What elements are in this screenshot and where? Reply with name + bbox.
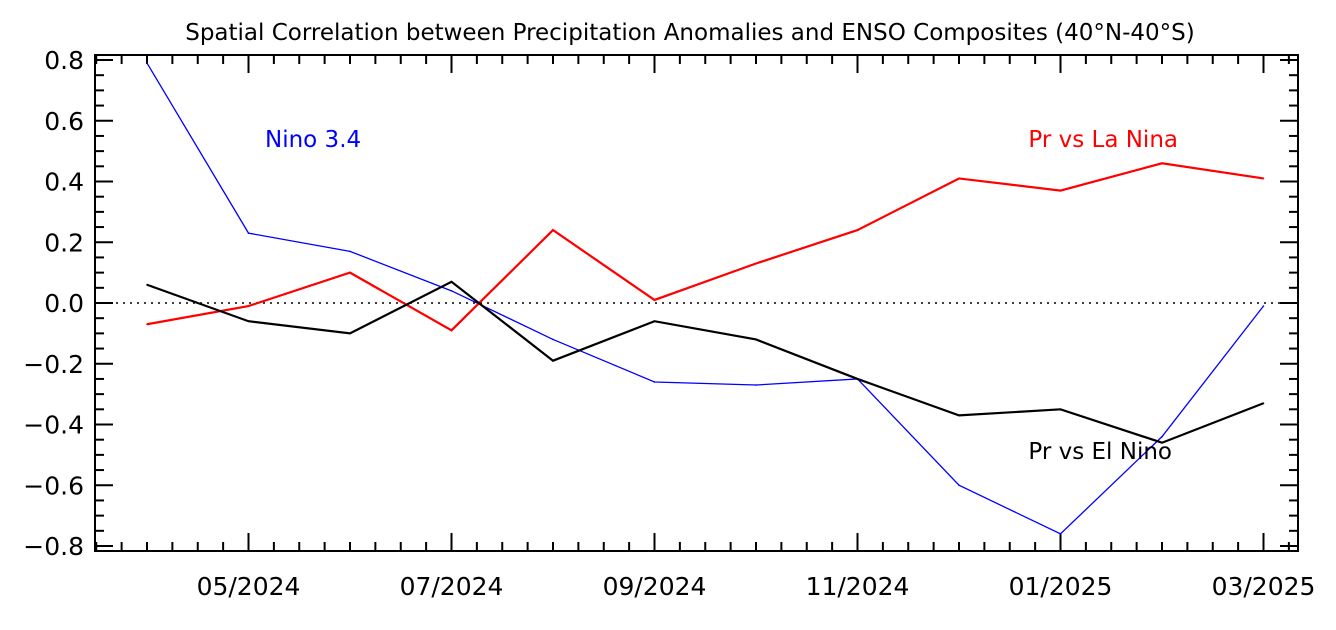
data-point [1262, 402, 1265, 405]
x-tick-label: 09/2024 [603, 572, 707, 601]
data-point [958, 177, 960, 180]
data-point [146, 323, 148, 326]
data-point [1161, 435, 1163, 438]
y-axis-labels: 0.8 0.6 0.4 0.2 0.0 −0.2 −0.4 −0.6 −0.8 [23, 46, 84, 561]
data-point [1262, 305, 1265, 307]
data-point [653, 299, 656, 301]
data-point [552, 229, 554, 231]
y-tick-label: −0.4 [23, 411, 84, 440]
data-point [755, 262, 757, 265]
data-point [1161, 441, 1163, 444]
x-tick-label: 11/2024 [806, 572, 910, 601]
series-labels: Nino 3.4 Pr vs La Nina Pr vs El Nino [265, 127, 1178, 465]
data-point [1262, 177, 1265, 180]
series-layer [146, 62, 1265, 535]
series-label: Nino 3.4 [265, 127, 361, 153]
data-point [552, 359, 554, 362]
y-tick-label: 0.6 [44, 107, 84, 136]
data-point [755, 384, 757, 386]
data-point [755, 338, 757, 341]
data-point [247, 305, 250, 307]
data-point [653, 320, 656, 323]
x-axis-labels: 05/2024 07/2024 09/2024 11/2024 01/2025 03/20… [197, 572, 1316, 601]
data-point [349, 250, 351, 253]
x-tick-label: 01/2025 [1009, 572, 1113, 601]
data-point [958, 484, 960, 487]
data-point [146, 62, 148, 64]
data-point [1059, 533, 1062, 535]
y-tick-label: 0.2 [44, 228, 84, 257]
series-line-1 [146, 162, 1264, 332]
data-point [1059, 408, 1062, 411]
y-tick-label: −0.2 [23, 350, 84, 379]
axis-ticks [95, 55, 1298, 551]
data-point [856, 229, 859, 231]
x-tick-label: 03/2025 [1212, 572, 1316, 601]
series-label: Pr vs La Nina [1028, 127, 1178, 153]
y-tick-label: 0.4 [44, 168, 84, 197]
series-label: Pr vs El Nino [1028, 439, 1172, 465]
data-point [552, 338, 554, 341]
data-point [146, 283, 148, 286]
data-point [247, 320, 250, 323]
data-point [450, 329, 453, 332]
x-tick-label: 05/2024 [197, 572, 301, 601]
data-point [349, 271, 351, 274]
data-point [856, 378, 859, 380]
data-point [247, 232, 250, 234]
data-point [958, 414, 960, 417]
data-point [349, 332, 351, 335]
data-point [1059, 189, 1062, 192]
series-line-2 [146, 280, 1264, 444]
y-tick-label: 0.8 [44, 46, 84, 75]
y-tick-label: −0.8 [23, 532, 84, 561]
data-point [450, 280, 453, 283]
y-tick-label: −0.6 [23, 471, 84, 500]
data-point [450, 290, 453, 292]
x-tick-label: 07/2024 [400, 572, 504, 601]
chart-title: Spatial Correlation between Precipitatio… [185, 20, 1195, 46]
data-point [653, 381, 656, 383]
data-point [1161, 162, 1163, 165]
y-tick-label: 0.0 [44, 289, 84, 318]
series-line-0 [146, 62, 1265, 535]
